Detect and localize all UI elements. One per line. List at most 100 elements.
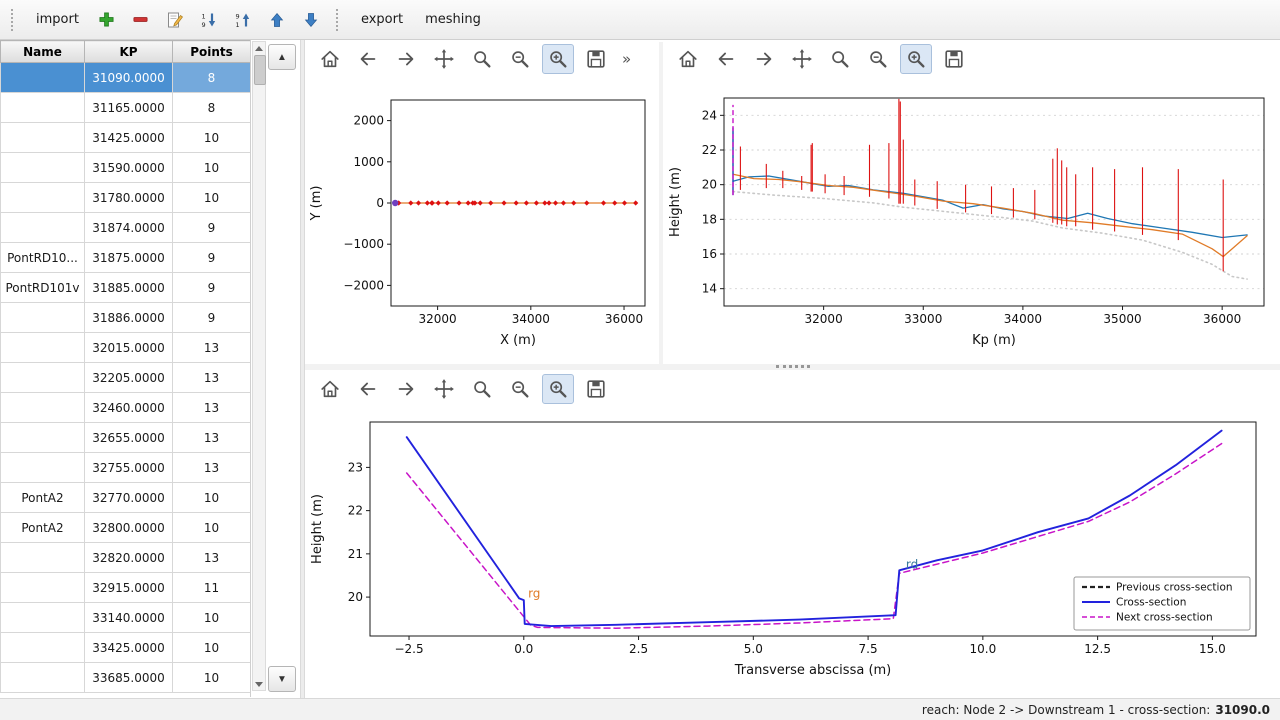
forward-icon[interactable] [390,374,422,404]
scrollbar-down-button[interactable] [253,678,265,690]
cell-name[interactable] [0,662,85,693]
longitudinal-profile-chart[interactable]: 32000 33000 34000 35000 36000 14 16 18 20 22 24 Kp … [664,86,1278,364]
cell-name[interactable] [0,422,85,453]
cell-points[interactable]: 9 [172,302,250,333]
cell-name[interactable] [0,122,85,153]
save-icon[interactable] [580,374,612,404]
cell-name[interactable]: PontA2 [0,482,85,513]
table-row[interactable]: 32655.0000 13 [0,422,250,453]
table-row[interactable]: 31090.0000 8 [0,62,250,93]
cell-kp[interactable]: 31875.0000 [84,242,173,273]
table-row[interactable]: 32755.0000 13 [0,452,250,483]
table-row[interactable]: 31425.0000 10 [0,122,250,153]
cell-name[interactable] [0,92,85,123]
cell-points[interactable]: 10 [172,632,250,663]
cell-points[interactable]: 9 [172,272,250,303]
cell-name[interactable] [0,602,85,633]
toolbar-drag-handle[interactable] [11,8,17,31]
home-icon[interactable] [314,374,346,404]
zoom-in-icon[interactable] [900,44,932,74]
column-header-kp[interactable]: KP [84,40,173,63]
cell-points[interactable]: 10 [172,602,250,633]
cell-kp[interactable]: 31165.0000 [84,92,173,123]
import-button[interactable]: import [28,7,87,32]
cell-name[interactable] [0,332,85,363]
cell-points[interactable]: 13 [172,392,250,423]
cell-kp[interactable]: 31874.0000 [84,212,173,243]
back-icon[interactable] [352,44,384,74]
table-row[interactable]: PontRD101v 31885.0000 9 [0,272,250,303]
horizontal-splitter[interactable] [305,364,1280,370]
table-row[interactable]: 32015.0000 13 [0,332,250,363]
cell-name[interactable] [0,152,85,183]
add-cross-section-button[interactable] [93,6,121,34]
cell-kp[interactable]: 32655.0000 [84,422,173,453]
cell-kp[interactable]: 32460.0000 [84,392,173,423]
table-row[interactable]: 33140.0000 10 [0,602,250,633]
cell-kp[interactable]: 33140.0000 [84,602,173,633]
cell-points[interactable]: 11 [172,572,250,603]
pan-icon[interactable] [428,44,460,74]
table-row[interactable]: PontA2 32800.0000 10 [0,512,250,543]
zoom-out-icon[interactable] [504,374,536,404]
cell-points[interactable]: 10 [172,122,250,153]
zoom-out-icon[interactable] [504,44,536,74]
cell-kp[interactable]: 32205.0000 [84,362,173,393]
cell-name[interactable]: PontA2 [0,512,85,543]
cell-points[interactable]: 13 [172,422,250,453]
zoom-icon[interactable] [824,44,856,74]
back-icon[interactable] [352,374,384,404]
cell-name[interactable] [0,182,85,213]
edit-cross-section-button[interactable] [161,6,189,34]
forward-icon[interactable] [390,44,422,74]
toolbar-drag-handle[interactable] [335,8,342,31]
cell-points[interactable]: 10 [172,482,250,513]
table-row[interactable]: 31590.0000 10 [0,152,250,183]
cell-name[interactable]: PontRD101v [0,272,85,303]
table-row[interactable]: 32915.0000 11 [0,572,250,603]
cell-points[interactable]: 9 [172,242,250,273]
cell-name[interactable]: PontRD10... [0,242,85,273]
table-row[interactable]: 32205.0000 13 [0,362,250,393]
table-row[interactable]: 33685.0000 10 [0,662,250,693]
home-icon[interactable] [314,44,346,74]
cell-name[interactable] [0,62,85,93]
panel-scroll-down-button[interactable]: ▼ [268,666,296,692]
cell-points[interactable]: 13 [172,362,250,393]
toolbar-overflow-button[interactable]: » [622,50,632,68]
zoom-icon[interactable] [466,44,498,74]
save-icon[interactable] [938,44,970,74]
move-down-button[interactable] [297,6,325,34]
cell-name[interactable] [0,632,85,663]
cell-kp[interactable]: 31886.0000 [84,302,173,333]
meshing-button[interactable]: meshing [417,7,489,32]
cell-points[interactable]: 10 [172,662,250,693]
cell-kp[interactable]: 31090.0000 [84,62,173,93]
cell-name[interactable] [0,362,85,393]
cell-points[interactable]: 13 [172,452,250,483]
column-header-name[interactable]: Name [0,40,85,63]
cell-points[interactable]: 10 [172,512,250,543]
cell-points[interactable]: 8 [172,92,250,123]
cell-kp[interactable]: 31780.0000 [84,182,173,213]
cell-kp[interactable]: 32820.0000 [84,542,173,573]
table-row[interactable]: 32820.0000 13 [0,542,250,573]
zoom-in-icon[interactable] [542,44,574,74]
zoom-in-icon[interactable] [542,374,574,404]
cell-points[interactable]: 8 [172,62,250,93]
cell-points[interactable]: 10 [172,182,250,213]
cell-points[interactable]: 13 [172,542,250,573]
pan-icon[interactable] [786,44,818,74]
cell-name[interactable] [0,542,85,573]
table-row[interactable]: 31874.0000 9 [0,212,250,243]
forward-icon[interactable] [748,44,780,74]
cell-kp[interactable]: 32755.0000 [84,452,173,483]
cross-section-chart[interactable]: −2.5 0.0 2.5 5.0 7.5 10.0 12.5 15.0 20 21 22 23 Tran… [306,408,1278,692]
column-header-points[interactable]: Points [172,40,250,63]
cell-name[interactable] [0,392,85,423]
save-icon[interactable] [580,44,612,74]
export-button[interactable]: export [353,7,411,32]
cell-kp[interactable]: 32015.0000 [84,332,173,363]
